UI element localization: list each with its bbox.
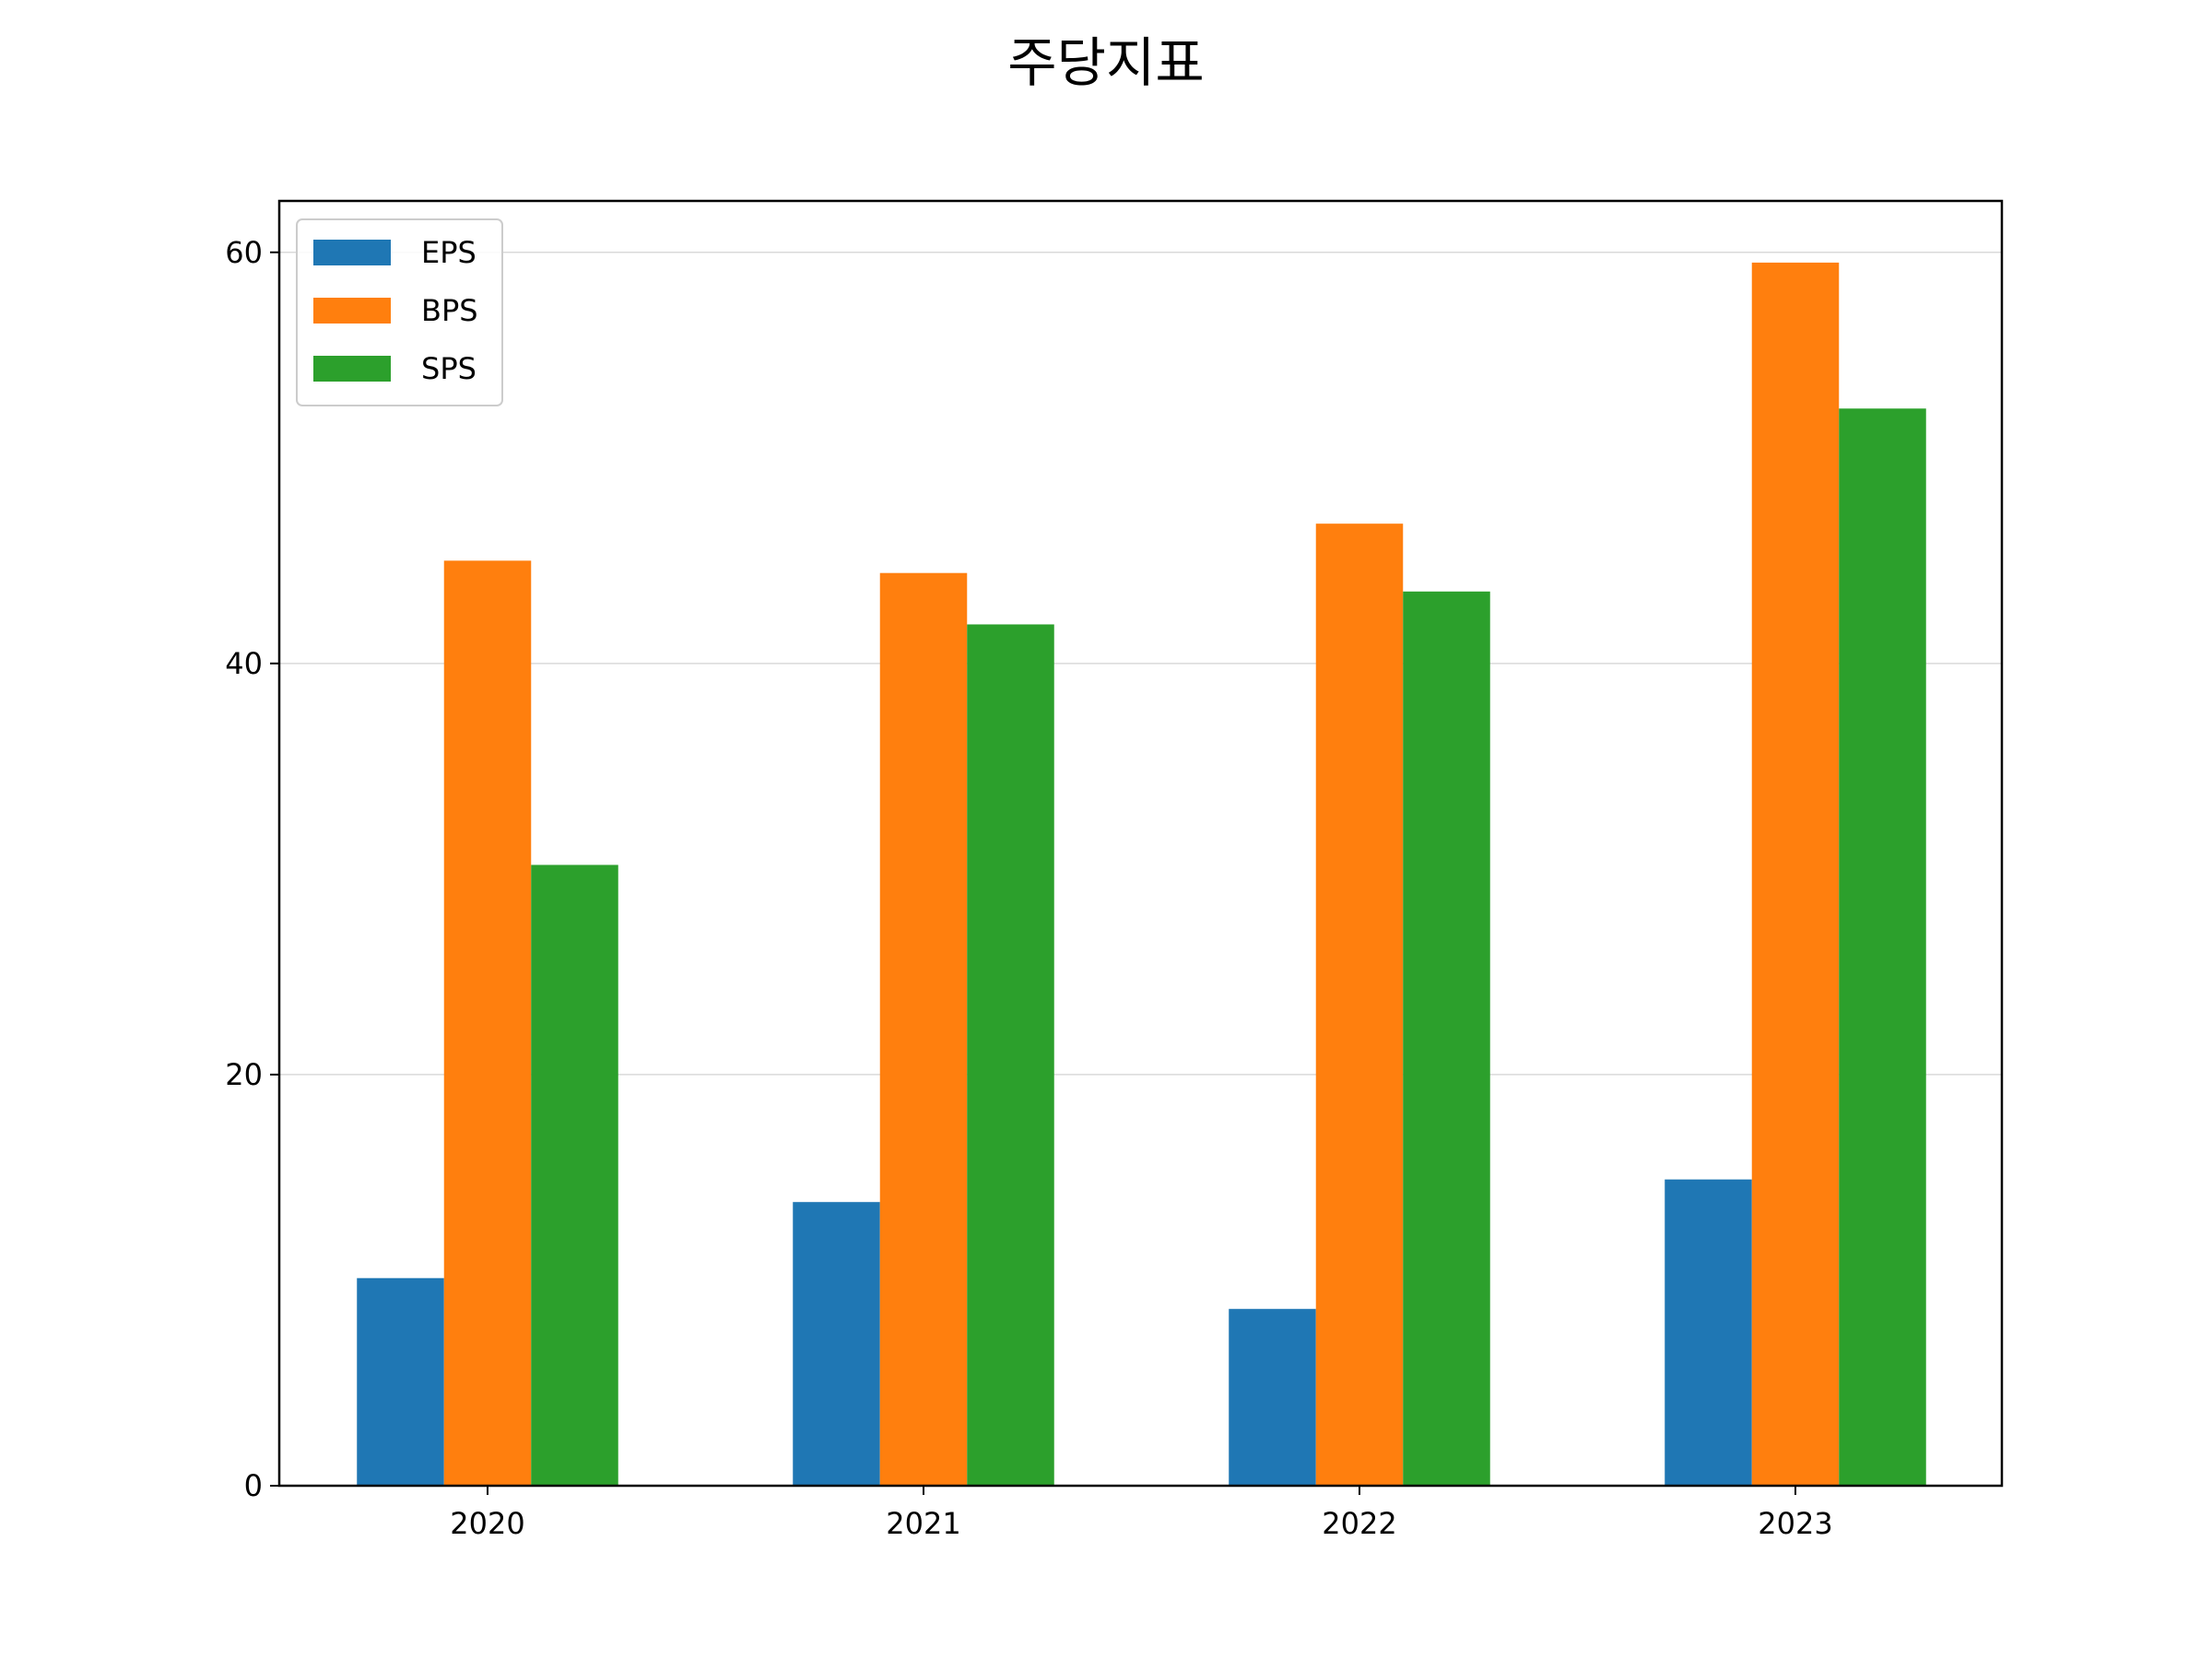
bar-eps-2020 [357,1277,444,1486]
bar-eps-2022 [1229,1309,1316,1486]
legend-label-bps: BPS [421,293,478,328]
legend-swatch-sps [313,356,391,382]
bar-sps-2023 [1839,408,1926,1486]
legend-swatch-bps [313,298,391,324]
legend-label-eps: EPS [421,235,477,270]
x-tick-label-2021: 2021 [886,1506,960,1541]
legend: EPS BPS SPS [296,218,503,406]
y-axis: 0 20 40 60 [225,235,279,1503]
bars [357,262,1926,1486]
bar-bps-2023 [1751,262,1840,1486]
x-tick-label-2020: 2020 [450,1506,524,1541]
y-tick-label-0: 0 [244,1468,263,1503]
y-tick-label-20: 20 [225,1057,263,1092]
bar-bps-2020 [443,560,532,1486]
bar-eps-2021 [793,1202,880,1486]
y-tick-label-40: 40 [225,646,263,681]
bar-bps-2022 [1315,524,1404,1486]
legend-label-sps: SPS [421,351,477,386]
bar-sps-2021 [967,624,1054,1486]
bar-bps-2021 [879,572,968,1486]
plot-area-frame [277,199,2004,1488]
bar-sps-2022 [1403,591,1490,1486]
x-axis: 2020 2021 2022 2023 [450,1486,1833,1541]
bar-sps-2020 [531,865,618,1486]
legend-swatch-eps [313,240,391,265]
bar-eps-2023 [1665,1179,1752,1486]
chart-title: 주당지표 [1007,31,1204,94]
x-tick-label-2023: 2023 [1758,1506,1832,1541]
y-tick-label-60: 60 [225,235,263,270]
x-tick-label-2022: 2022 [1322,1506,1396,1541]
